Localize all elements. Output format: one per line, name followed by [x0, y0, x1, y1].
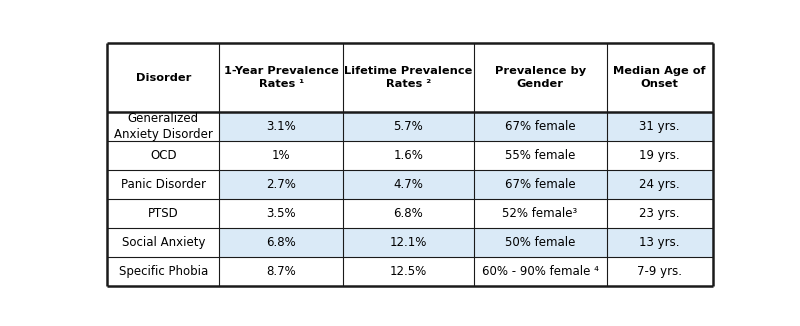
Bar — [606, 199, 713, 228]
Bar — [219, 43, 343, 112]
Bar — [343, 43, 474, 112]
Text: 67% female: 67% female — [505, 178, 575, 191]
Bar — [474, 257, 606, 286]
Text: Panic Disorder: Panic Disorder — [121, 178, 206, 191]
Bar — [474, 112, 606, 141]
Bar — [474, 170, 606, 199]
Text: 67% female: 67% female — [505, 120, 575, 133]
Text: Social Anxiety: Social Anxiety — [122, 236, 205, 249]
Bar — [219, 199, 343, 228]
Text: PTSD: PTSD — [148, 207, 178, 220]
Bar — [606, 257, 713, 286]
Bar — [606, 141, 713, 170]
Text: 3.1%: 3.1% — [266, 120, 296, 133]
Bar — [107, 43, 219, 112]
Text: 52% female³: 52% female³ — [502, 207, 578, 220]
Bar — [474, 141, 606, 170]
Text: Lifetime Prevalence
Rates ²: Lifetime Prevalence Rates ² — [344, 66, 473, 89]
Text: Prevalence by
Gender: Prevalence by Gender — [494, 66, 586, 89]
Text: Disorder: Disorder — [136, 73, 191, 82]
Bar — [219, 170, 343, 199]
Bar — [606, 112, 713, 141]
Text: OCD: OCD — [150, 149, 177, 162]
Text: 60% - 90% female ⁴: 60% - 90% female ⁴ — [482, 265, 598, 278]
Bar — [107, 199, 219, 228]
Text: 55% female: 55% female — [505, 149, 575, 162]
Bar — [219, 141, 343, 170]
Bar — [219, 112, 343, 141]
Text: 1-Year Prevalence
Rates ¹: 1-Year Prevalence Rates ¹ — [224, 66, 339, 89]
Text: 19 yrs.: 19 yrs. — [639, 149, 680, 162]
Bar — [343, 199, 474, 228]
Bar — [343, 141, 474, 170]
Bar — [343, 228, 474, 257]
Bar — [606, 228, 713, 257]
Text: 1%: 1% — [272, 149, 290, 162]
Text: 6.8%: 6.8% — [394, 207, 423, 220]
Text: 2.7%: 2.7% — [266, 178, 296, 191]
Text: 3.5%: 3.5% — [266, 207, 296, 220]
Bar — [219, 257, 343, 286]
Bar — [474, 228, 606, 257]
Bar — [107, 170, 219, 199]
Text: 8.7%: 8.7% — [266, 265, 296, 278]
Text: 13 yrs.: 13 yrs. — [639, 236, 680, 249]
Text: 7-9 yrs.: 7-9 yrs. — [637, 265, 682, 278]
Text: Median Age of
Onset: Median Age of Onset — [614, 66, 706, 89]
Text: Specific Phobia: Specific Phobia — [118, 265, 208, 278]
Bar — [107, 257, 219, 286]
Text: 12.1%: 12.1% — [390, 236, 427, 249]
Text: 50% female: 50% female — [505, 236, 575, 249]
Bar — [343, 257, 474, 286]
Bar — [343, 112, 474, 141]
Text: 1.6%: 1.6% — [394, 149, 423, 162]
Text: 5.7%: 5.7% — [394, 120, 423, 133]
Bar — [107, 228, 219, 257]
Bar — [474, 43, 606, 112]
Text: 24 yrs.: 24 yrs. — [639, 178, 680, 191]
Bar — [343, 170, 474, 199]
Text: 12.5%: 12.5% — [390, 265, 427, 278]
Text: 4.7%: 4.7% — [394, 178, 423, 191]
Bar — [107, 141, 219, 170]
Text: Generalized
Anxiety Disorder: Generalized Anxiety Disorder — [114, 112, 213, 141]
Text: 23 yrs.: 23 yrs. — [639, 207, 680, 220]
Bar — [606, 170, 713, 199]
Bar — [107, 112, 219, 141]
Bar — [219, 228, 343, 257]
Bar — [606, 43, 713, 112]
Bar — [474, 199, 606, 228]
Text: 6.8%: 6.8% — [266, 236, 296, 249]
Text: 31 yrs.: 31 yrs. — [639, 120, 680, 133]
